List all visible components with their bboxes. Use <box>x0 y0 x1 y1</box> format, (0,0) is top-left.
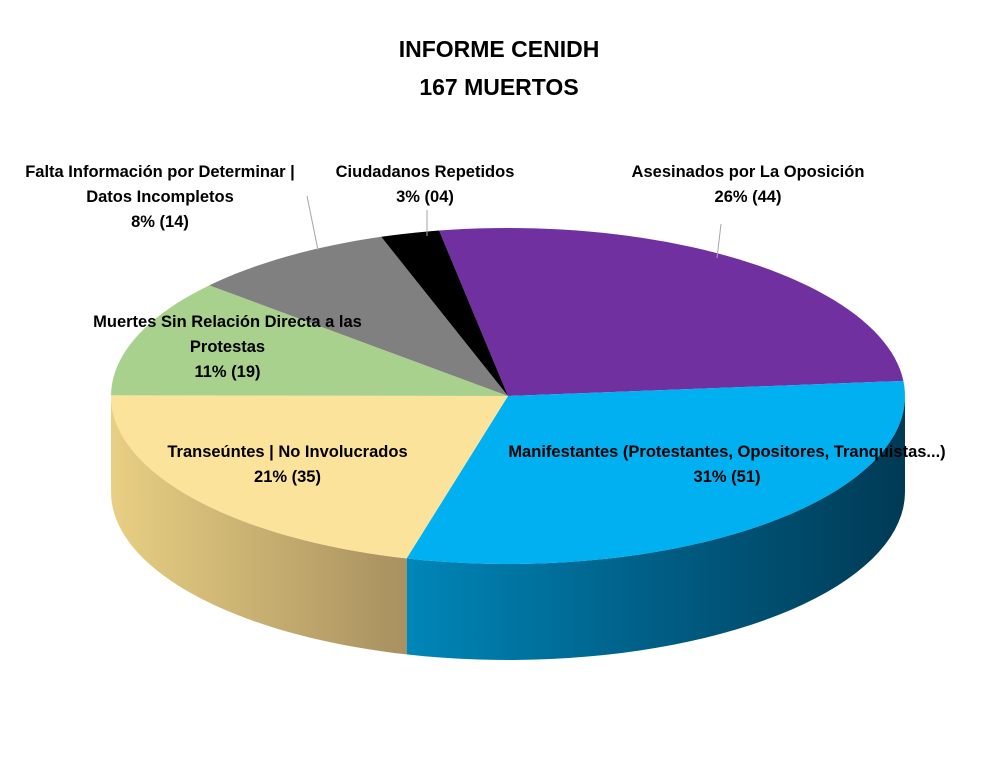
value-label: 31% (51) <box>693 468 761 486</box>
value-label: 11% (19) <box>194 363 261 381</box>
chart-subtitle: 167 MUERTOS <box>419 74 579 100</box>
category-label: Muertes Sin Relación Directa a las Prote… <box>93 313 362 356</box>
pie-slice <box>406 380 905 564</box>
category-label: Manifestantes (Protestantes, Opositores,… <box>508 443 946 461</box>
value-label: 26% (44) <box>714 188 782 206</box>
pie-slice <box>439 228 904 396</box>
pie-slice <box>381 230 508 396</box>
data-label: Ciudadanos Repetidos 3% (04) <box>315 160 535 210</box>
data-label: Manifestantes (Protestantes, Opositores,… <box>482 440 972 490</box>
category-label: Ciudadanos Repetidos <box>335 163 515 181</box>
category-label: Falta Información por Determinar | Datos… <box>25 163 295 206</box>
leader-line <box>716 223 722 259</box>
category-label: Transeúntes | No Involucrados <box>167 443 408 461</box>
slice-side <box>111 396 407 655</box>
category-label: Asesinados por La Oposición <box>631 163 865 181</box>
leader-line <box>306 195 319 251</box>
value-label: 21% (35) <box>254 468 321 486</box>
pie-slice <box>209 236 509 396</box>
chart-title: INFORME CENIDH <box>398 36 600 62</box>
slice-side <box>406 396 905 660</box>
data-label: Falta Información por Determinar | Datos… <box>10 160 310 235</box>
value-label: 3% (04) <box>396 188 454 206</box>
data-label: Muertes Sin Relación Directa a las Prote… <box>90 310 365 385</box>
pie-slice <box>111 285 508 396</box>
pie-slice <box>111 395 508 559</box>
value-label: 8% (14) <box>131 213 189 231</box>
data-label: Transeúntes | No Involucrados 21% (35) <box>140 440 435 490</box>
data-label: Asesinados por La Oposición 26% (44) <box>618 160 878 210</box>
